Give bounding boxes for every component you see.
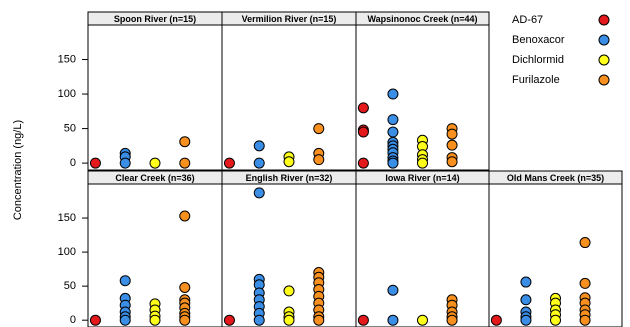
point [223,314,235,326]
point [446,139,458,151]
point [490,314,502,326]
point [179,314,191,326]
point [283,285,295,297]
point [313,154,325,166]
point [387,157,399,169]
point [357,126,369,138]
panel [355,183,490,327]
legend-label: Dichlormid [512,54,564,66]
y-tick-label: 150 [58,212,76,224]
panel-title: Spoon River (n=15) [114,14,196,24]
point [119,157,131,169]
point [387,314,399,326]
panel-title: Iowa River (n=14) [385,173,459,183]
point [387,114,399,126]
point [223,157,235,169]
panel-title: Old Mans Creek (n=35) [507,173,604,183]
y-tick-label: 0 [70,157,76,169]
panel [221,183,357,327]
y-tick-label: 50 [64,122,76,134]
legend-marker [598,74,610,86]
point [253,187,265,199]
point [179,157,191,169]
point [387,284,399,296]
panel [355,24,490,171]
point [283,314,295,326]
point [283,156,295,168]
panel-title: Clear Creek (n=36) [115,173,194,183]
point [446,156,458,168]
y-tick-label: 150 [58,53,76,65]
point [149,314,161,326]
y-axis-label: Concentration (ng/L) [12,120,24,220]
point [417,157,428,169]
point [446,128,458,140]
legend-label: AD-67 [512,14,543,26]
point [446,314,458,326]
legend-label: Furilazole [512,74,560,86]
y-tick-label: 100 [58,246,76,258]
point [179,282,191,294]
point [253,140,265,152]
point [387,126,399,138]
point [550,314,561,326]
point [579,237,591,249]
panel-title: Vermilion River (n=15) [242,14,337,24]
point [149,157,161,169]
point [579,314,591,326]
point [179,136,191,148]
legend-marker [598,14,610,26]
panel [87,24,223,171]
point [89,314,101,326]
point [89,157,101,169]
point [313,314,325,326]
point [119,275,131,287]
legend-marker [598,54,610,66]
point [520,294,532,306]
point [417,314,428,326]
point [520,276,532,288]
legend-label: Benoxacor [512,34,565,46]
y-tick-label: 0 [70,314,76,326]
point [520,314,532,326]
y-tick-label: 100 [58,88,76,100]
point [253,157,265,169]
point [357,314,369,326]
point [313,123,325,135]
point [253,314,265,326]
legend-marker [598,34,610,46]
point [119,314,131,326]
panel [488,183,623,327]
point [357,102,369,114]
point [357,157,369,169]
point [579,277,591,289]
panel-title: English River (n=32) [246,173,333,183]
panel [221,24,357,171]
y-tick-label: 50 [64,280,76,292]
point [179,210,191,222]
point [387,88,399,100]
panel-title: Wapsinonoc Creek (n=44) [368,14,478,24]
